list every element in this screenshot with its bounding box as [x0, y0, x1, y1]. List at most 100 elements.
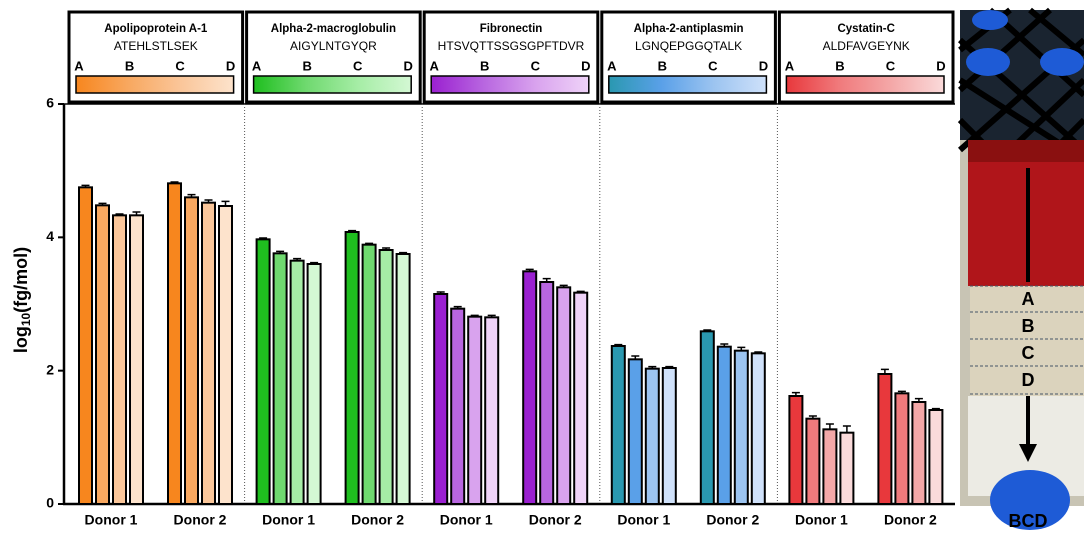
legend-label: A — [607, 58, 617, 73]
legend-gradient — [254, 76, 412, 93]
x-tick-label: Donor 1 — [795, 512, 848, 528]
bar — [363, 245, 376, 504]
bar — [96, 205, 109, 504]
protein-name: Alpha-2-antiplasmin — [634, 23, 744, 35]
bar — [274, 253, 287, 504]
x-tick-label: Donor 2 — [706, 512, 759, 528]
bar — [291, 261, 304, 504]
legend-gradient — [609, 76, 767, 93]
legend-gradient — [76, 76, 234, 93]
photo — [960, 10, 1084, 530]
bar — [574, 293, 587, 504]
x-tick-label: Donor 2 — [884, 512, 937, 528]
bar — [612, 346, 625, 504]
bar — [912, 402, 925, 504]
bar — [397, 254, 410, 504]
x-tick-label: Donor 1 — [440, 512, 493, 528]
band-label: B — [1022, 316, 1035, 336]
bar — [646, 369, 659, 504]
bar — [257, 239, 270, 504]
bar — [79, 187, 92, 504]
y-tick-label: 2 — [46, 361, 54, 377]
legend-gradient — [786, 76, 944, 93]
figure: ABCD BCD log10(fg/mol) 0246Apolipoprotei… — [0, 0, 1084, 534]
legend-label: D — [936, 58, 945, 73]
legend-label: C — [531, 58, 541, 73]
y-label-sub: 10 — [19, 312, 33, 326]
legend-label: C — [708, 58, 718, 73]
photo-title: BCD — [1009, 511, 1048, 531]
bar — [451, 309, 464, 504]
legend-label: B — [835, 58, 844, 73]
y-tick-label: 6 — [46, 95, 54, 111]
legend-label: A — [785, 58, 795, 73]
bar — [219, 206, 232, 504]
legend-label: C — [353, 58, 363, 73]
band-label: A — [1022, 289, 1035, 309]
bar — [895, 393, 908, 504]
peptide: ATEHLSTLSEK — [114, 39, 198, 53]
x-tick-label: Donor 2 — [351, 512, 404, 528]
legend-label: D — [581, 58, 590, 73]
bar — [789, 396, 802, 504]
peptide: AIGYLNTGYQR — [290, 39, 377, 53]
legend-label: D — [404, 58, 413, 73]
bar — [485, 317, 498, 504]
bar — [840, 433, 853, 504]
band-label: D — [1022, 370, 1035, 390]
protein-name: Alpha-2-macroglobulin — [271, 23, 396, 35]
bar — [308, 264, 321, 504]
bar — [823, 429, 836, 504]
x-tick-label: Donor 2 — [174, 512, 227, 528]
bar — [929, 410, 942, 504]
peptide: LGNQEPGGQTALK — [635, 39, 742, 53]
bar — [540, 282, 553, 504]
protein-name: Fibronectin — [480, 23, 543, 35]
bar — [557, 287, 570, 504]
legend-gradient — [431, 76, 589, 93]
bar — [468, 317, 481, 504]
y-tick-label: 4 — [46, 228, 54, 244]
bar — [434, 294, 447, 504]
legend-label: C — [175, 58, 185, 73]
bar — [185, 197, 198, 504]
bar — [629, 359, 642, 504]
bar — [130, 215, 143, 504]
bar — [523, 271, 536, 504]
y-label-part: log — [11, 326, 31, 353]
legend-label: A — [430, 58, 440, 73]
bar — [202, 203, 215, 504]
bar — [878, 374, 891, 504]
y-tick-label: 0 — [46, 495, 54, 511]
legend-label: A — [252, 58, 262, 73]
x-tick-label: Donor 1 — [262, 512, 315, 528]
legend-label: B — [480, 58, 489, 73]
y-axis-label: log10(fg/mol) — [11, 247, 33, 353]
legend-label: B — [125, 58, 134, 73]
protein-name: Apolipoprotein A-1 — [104, 23, 208, 35]
peptide: ALDFAVGEYNK — [823, 39, 910, 53]
legend-label: B — [658, 58, 667, 73]
x-tick-label: Donor 2 — [529, 512, 582, 528]
peptide: HTSVQTTSSGSGPFTDVR — [438, 39, 585, 53]
x-tick-label: Donor 1 — [85, 512, 138, 528]
legend-label: D — [759, 58, 768, 73]
legend-label: D — [226, 58, 235, 73]
bar — [718, 347, 731, 504]
bar — [663, 368, 676, 504]
bar — [168, 183, 181, 504]
bar — [701, 331, 714, 504]
bar — [806, 419, 819, 504]
band-label: C — [1022, 343, 1035, 363]
bar — [346, 232, 359, 504]
y-label-part: (fg/mol) — [11, 247, 31, 313]
legend-label: B — [302, 58, 311, 73]
bar — [735, 351, 748, 504]
bar — [113, 215, 126, 504]
legend-label: A — [74, 58, 84, 73]
protein-name: Cystatin-C — [837, 23, 895, 35]
x-tick-label: Donor 1 — [617, 512, 670, 528]
legend-label: C — [886, 58, 896, 73]
bar — [752, 353, 765, 504]
bar — [380, 250, 393, 504]
